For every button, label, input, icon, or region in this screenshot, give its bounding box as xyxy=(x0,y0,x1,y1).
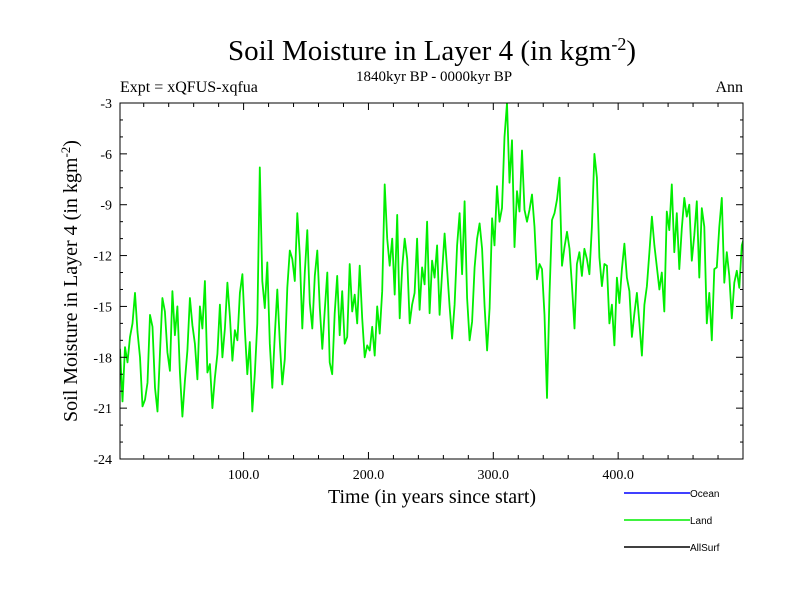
plot-area: -24 -21 -18 -15 -12 -9 -6 -3 100.0 200.0 300.0 400.… xyxy=(93,97,744,483)
y-tick-label: -24 xyxy=(93,453,112,468)
series-line-land xyxy=(120,103,743,418)
y-tick-label: -3 xyxy=(100,97,112,112)
x-tick-label: 300.0 xyxy=(478,468,510,483)
legend-label-ocean: Ocean xyxy=(690,489,719,500)
y-tick-label: -6 xyxy=(100,148,112,163)
x-tick-label: 400.0 xyxy=(602,468,634,483)
legend: Ocean Land AllSurf xyxy=(624,489,720,554)
x-tick-label: 200.0 xyxy=(353,468,385,483)
y-axis-label: Soil Moisture in Layer 4 (in kgm-2) xyxy=(58,140,83,422)
y-tick-label: -15 xyxy=(93,300,112,315)
y-tick-label: -18 xyxy=(93,351,112,366)
chart-title: Soil Moisture in Layer 4 (in kgm-2) xyxy=(228,34,636,67)
legend-label-allsurf: AllSurf xyxy=(690,543,720,554)
period-label: Ann xyxy=(715,79,743,96)
plot-frame xyxy=(119,102,744,460)
x-axis-label: Time (in years since start) xyxy=(328,486,536,508)
y-tick-label: -9 xyxy=(100,199,112,214)
experiment-label: Expt = xQFUS-xqfua xyxy=(120,79,258,96)
y-tick-label: -21 xyxy=(93,402,112,417)
legend-label-land: Land xyxy=(690,516,712,527)
y-tick-label: -12 xyxy=(93,250,112,265)
chart-subtitle: 1840kyr BP - 0000kyr BP xyxy=(356,69,512,85)
x-tick-label: 100.0 xyxy=(228,468,260,483)
